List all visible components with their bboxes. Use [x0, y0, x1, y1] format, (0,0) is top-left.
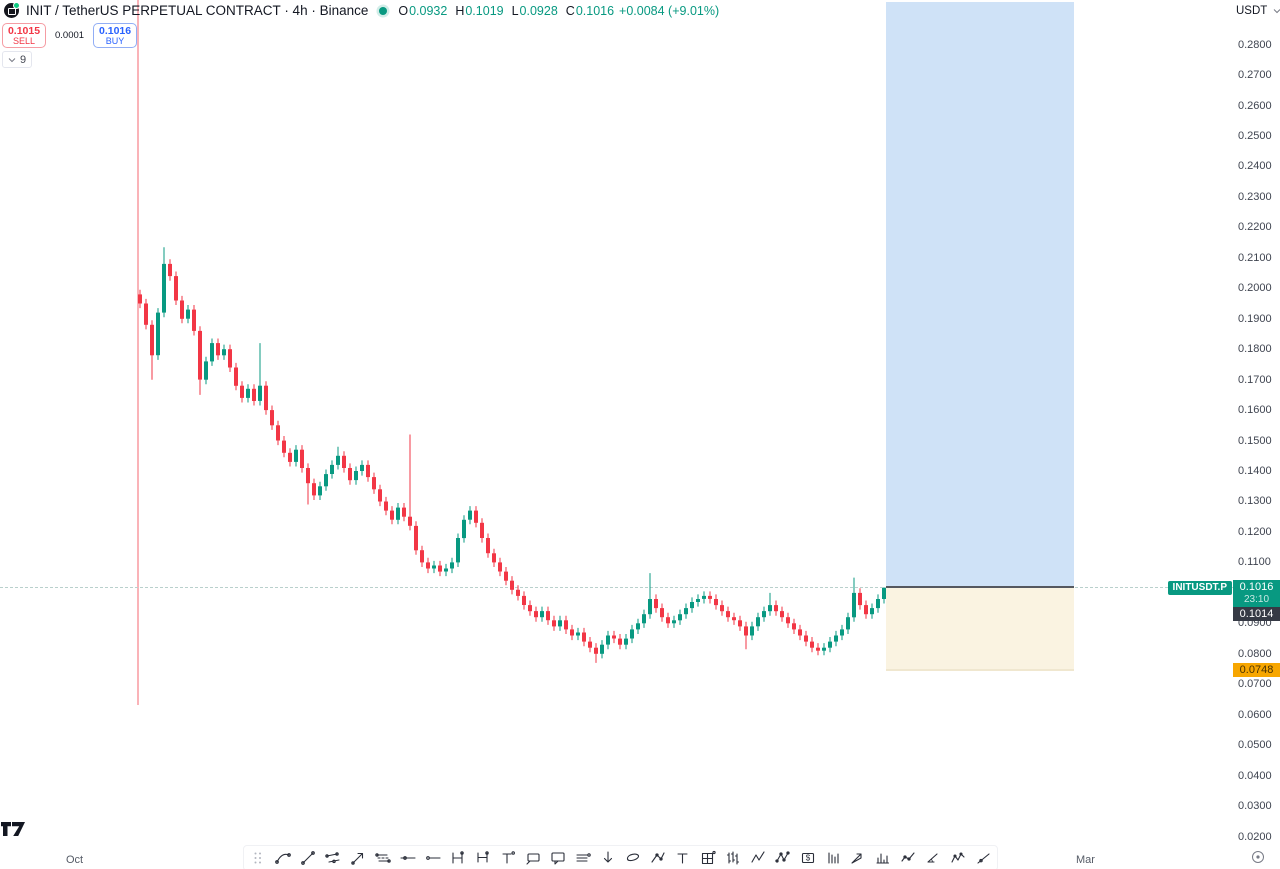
price-tick: 0.1300	[1238, 495, 1272, 508]
ray-icon[interactable]	[974, 849, 992, 867]
xabcd-pattern-icon[interactable]	[774, 849, 792, 867]
flat-lines-icon[interactable]	[574, 849, 592, 867]
symbol-legend: INIT / TetherUS PERPETUAL CONTRACT · 4h …	[4, 2, 720, 18]
indicators-collapse-toggle[interactable]: 9	[2, 51, 33, 68]
fixed-volume-icon[interactable]	[874, 849, 892, 867]
indicator-count: 9	[20, 53, 27, 66]
elliott-wave-icon[interactable]	[749, 849, 767, 867]
buy-label: BUY	[105, 35, 125, 46]
drag-handle-icon[interactable]	[249, 849, 267, 867]
time-label-left: Oct	[66, 854, 84, 866]
price-tick: 0.1700	[1238, 373, 1272, 386]
date-range-icon[interactable]	[474, 849, 492, 867]
currency-selector[interactable]: USDT	[1236, 5, 1280, 17]
gann-box-icon[interactable]	[699, 849, 717, 867]
position-upper-zone[interactable]	[886, 2, 1074, 588]
callout-icon[interactable]	[524, 849, 542, 867]
ohlc-item: L0.0928	[511, 3, 558, 18]
spread-value: 0.0001	[55, 30, 85, 41]
price-tick: 0.0200	[1238, 830, 1272, 843]
pitchfork-icon[interactable]	[649, 849, 667, 867]
current-price-dotted-line	[0, 587, 1233, 588]
ohlc-item: O0.0932	[398, 3, 448, 18]
anchored-text-icon[interactable]	[674, 849, 692, 867]
trend-line-icon[interactable]	[299, 849, 317, 867]
position-entry-line[interactable]	[886, 586, 1074, 588]
price-tick: 0.0400	[1238, 769, 1272, 782]
drawing-toolbar[interactable]: $	[243, 845, 998, 869]
price-label-icon[interactable]: $	[799, 849, 817, 867]
trade-panel: 0.1015 SELL 0.0001 0.1016 BUY	[2, 23, 138, 48]
price-tick: 0.0700	[1238, 678, 1272, 691]
currency-label: USDT	[1236, 5, 1268, 17]
price-tick: 0.0300	[1238, 800, 1272, 813]
price-tick: 0.1500	[1238, 434, 1272, 447]
price-tick: 0.2200	[1238, 221, 1272, 234]
secondary-price-label: 0.1014	[1233, 607, 1280, 621]
price-tick: 0.1800	[1238, 343, 1272, 356]
sell-price: 0.1015	[7, 24, 41, 37]
horizontal-ray-icon[interactable]	[424, 849, 442, 867]
price-tick: 0.2100	[1238, 251, 1272, 264]
symbol-logo-icon	[4, 2, 20, 18]
brush-icon[interactable]	[624, 849, 642, 867]
price-tick: 0.2800	[1238, 38, 1272, 51]
price-tick: 0.0800	[1238, 647, 1272, 660]
last-price-value: 0.1016	[1239, 581, 1274, 593]
schiff-pitchfork-icon[interactable]	[899, 849, 917, 867]
price-scale[interactable]	[1233, 0, 1280, 869]
position-lower-zone[interactable]	[886, 588, 1074, 671]
price-range-icon[interactable]	[449, 849, 467, 867]
last-price-label: 0.1016 23:10	[1233, 580, 1280, 607]
scroll-to-realtime-icon[interactable]	[1251, 850, 1265, 864]
sell-button[interactable]: 0.1015 SELL	[2, 23, 46, 48]
bars-pattern-icon[interactable]	[724, 849, 742, 867]
abcd-zigzag-icon[interactable]	[949, 849, 967, 867]
horizontal-line-icon[interactable]	[399, 849, 417, 867]
market-status-icon	[379, 6, 388, 15]
price-tick: 0.2400	[1238, 160, 1272, 173]
buy-button[interactable]: 0.1016 BUY	[93, 23, 138, 48]
price-change: +0.0084 (+9.01%)	[619, 3, 720, 18]
svg-text:$: $	[806, 854, 811, 863]
time-label-right: Mar	[1076, 854, 1095, 866]
text-icon[interactable]	[499, 849, 517, 867]
chevron-down-icon	[1273, 9, 1280, 14]
ohlc-item: C0.1016	[565, 3, 615, 18]
bar-countdown: 23:10	[1243, 594, 1270, 605]
price-tick: 0.2300	[1238, 190, 1272, 203]
price-tick: 0.2000	[1238, 282, 1272, 295]
price-tick: 0.0600	[1238, 708, 1272, 721]
vertical-line-drawing[interactable]	[137, 0, 139, 705]
volume-profile-icon[interactable]	[824, 849, 842, 867]
ohlc-values: O0.0932 H0.1019 L0.0928 C0.1016	[398, 4, 614, 18]
price-tick: 0.1900	[1238, 312, 1272, 325]
price-tick: 0.1600	[1238, 404, 1272, 417]
arrow-icon[interactable]	[349, 849, 367, 867]
price-tick: 0.0500	[1238, 739, 1272, 752]
symbol-price-badge: INITUSDT.P	[1167, 581, 1232, 595]
buy-price: 0.1016	[99, 24, 132, 37]
ohlc-item: H0.1019	[455, 3, 504, 18]
price-tick: 0.2500	[1238, 129, 1272, 142]
arrow-down-icon[interactable]	[599, 849, 617, 867]
parallel-channel-icon[interactable]	[324, 849, 342, 867]
comment-icon[interactable]	[549, 849, 567, 867]
symbol-title[interactable]: INIT / TetherUS PERPETUAL CONTRACT · 4h …	[26, 3, 369, 18]
price-tick: 0.2600	[1238, 99, 1272, 112]
alert-price-label[interactable]: 0.0748	[1233, 663, 1280, 677]
chevron-down-icon	[8, 57, 16, 62]
sell-label: SELL	[12, 35, 36, 46]
projection-icon[interactable]	[849, 849, 867, 867]
disjoint-channel-icon[interactable]	[374, 849, 392, 867]
price-tick: 0.2700	[1238, 69, 1272, 82]
curve-icon[interactable]	[274, 849, 292, 867]
price-tick: 0.1400	[1238, 465, 1272, 478]
tradingview-logo[interactable]	[0, 821, 26, 843]
price-tick: 0.1200	[1238, 525, 1272, 538]
price-tick: 0.1100	[1238, 556, 1271, 569]
trend-angle-icon[interactable]	[924, 849, 942, 867]
